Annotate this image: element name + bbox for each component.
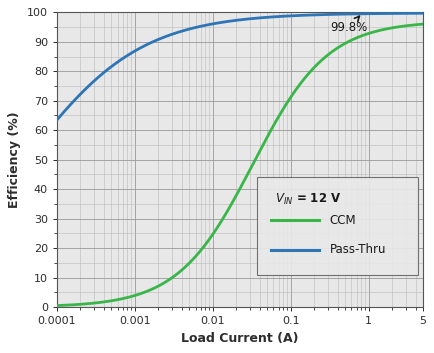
Text: CCM: CCM xyxy=(329,214,355,227)
Text: 99.8%: 99.8% xyxy=(329,16,367,35)
Text: $V_{IN}$ = 12 V: $V_{IN}$ = 12 V xyxy=(274,192,341,207)
Y-axis label: Efficiency (%): Efficiency (%) xyxy=(8,112,21,208)
FancyBboxPatch shape xyxy=(256,178,417,275)
Text: Pass-Thru: Pass-Thru xyxy=(329,243,385,256)
X-axis label: Load Current (A): Load Current (A) xyxy=(181,332,298,345)
